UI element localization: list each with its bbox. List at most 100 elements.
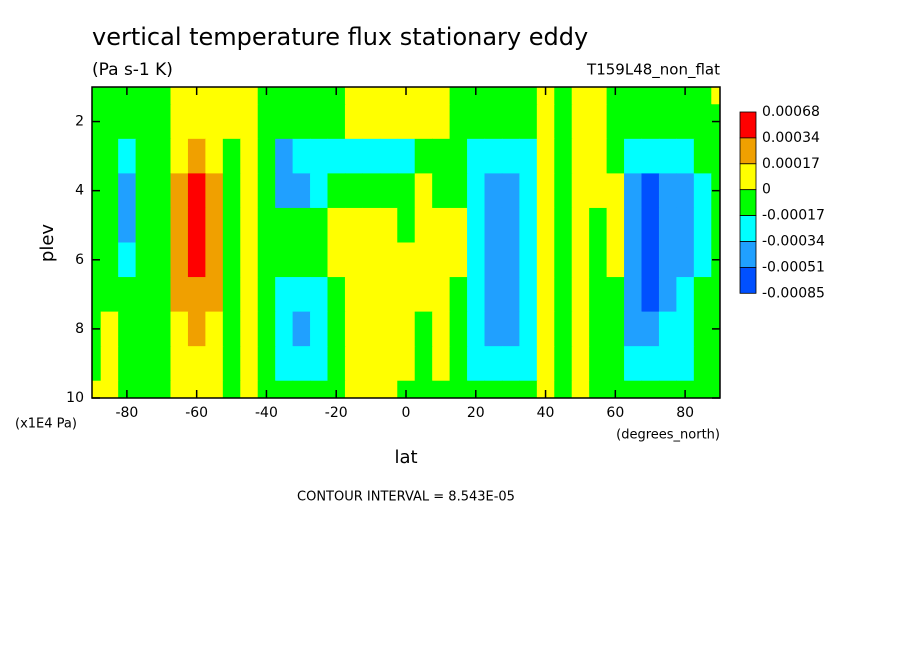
field-cell — [92, 207, 102, 244]
x-tick-label: 80 — [676, 405, 694, 421]
field-cell — [153, 173, 172, 209]
field-cell — [676, 346, 695, 382]
field-cell — [449, 380, 468, 398]
field-cell — [257, 311, 276, 347]
field-cell — [467, 104, 486, 140]
field-cell — [100, 87, 119, 105]
x-tick-label: -20 — [325, 405, 348, 421]
field-cell — [379, 138, 398, 174]
field-cell — [310, 104, 329, 140]
field-cell — [379, 104, 398, 140]
field-cell — [292, 138, 311, 174]
field-cell — [676, 87, 695, 105]
field-cell — [222, 87, 241, 105]
field-cell — [484, 138, 503, 174]
x-tick-label: -40 — [255, 405, 278, 421]
field-cell — [187, 242, 206, 278]
field-cell — [571, 138, 590, 174]
field-cell — [519, 173, 538, 209]
contour-note: CONTOUR INTERVAL = 8.543E-05 — [297, 490, 515, 505]
field-cell — [554, 380, 573, 398]
field-cell — [536, 380, 555, 398]
field-cell — [589, 104, 608, 140]
field-cell — [571, 277, 590, 313]
field-cell — [536, 207, 555, 244]
field-cell — [275, 311, 294, 347]
field-cell — [484, 277, 503, 313]
field-cell — [92, 346, 102, 382]
field-cell — [501, 104, 520, 140]
field-cell — [240, 277, 259, 313]
field-cell — [589, 207, 608, 244]
field-cell — [432, 207, 451, 244]
field-cell — [676, 173, 695, 209]
field-cell — [414, 277, 433, 313]
y-tick-label: 6 — [75, 252, 84, 268]
field-cell — [624, 277, 643, 313]
field-cell — [153, 104, 172, 140]
field-cell — [362, 242, 381, 278]
field-cell — [257, 277, 276, 313]
field-cell — [641, 242, 660, 278]
field-cell — [501, 207, 520, 244]
field-cell — [467, 346, 486, 382]
field-cell — [432, 380, 451, 398]
colorbar-label: -0.00017 — [762, 208, 825, 224]
colorbar-swatch — [739, 163, 757, 191]
field-cell — [135, 173, 154, 209]
colorbar-label: -0.00051 — [762, 259, 825, 275]
field-cell — [362, 173, 381, 209]
field-cell — [327, 173, 346, 209]
field-cell — [170, 380, 189, 398]
field-cell — [624, 346, 643, 382]
colorbar-label: 0 — [762, 182, 771, 198]
field-cell — [222, 242, 241, 278]
field-cell — [240, 87, 259, 105]
field-cell — [205, 277, 224, 313]
field-cell — [187, 277, 206, 313]
field-cell — [222, 104, 241, 140]
field-cell — [292, 242, 311, 278]
field-cell — [153, 87, 172, 105]
field-cell — [379, 173, 398, 209]
field-cell — [536, 138, 555, 174]
field-cell — [170, 207, 189, 244]
field-cell — [379, 87, 398, 105]
field-cell — [519, 104, 538, 140]
field-cell — [641, 87, 660, 105]
colorbar-swatch — [739, 111, 757, 139]
field-cell — [624, 173, 643, 209]
colorbar-swatch — [739, 241, 757, 268]
field-cell — [310, 173, 329, 209]
field-cell — [641, 277, 660, 313]
field-cell — [693, 87, 712, 105]
field-cell — [292, 207, 311, 244]
colorbar-swatch — [739, 266, 757, 294]
field-cell — [658, 173, 677, 209]
colorbar-label: 0.00068 — [762, 104, 820, 120]
field-cell — [170, 242, 189, 278]
field-cell — [467, 311, 486, 347]
field-cell — [222, 277, 241, 313]
field-cell — [187, 311, 206, 347]
field-cell — [379, 277, 398, 313]
field-cell — [153, 380, 172, 398]
field-cell — [240, 311, 259, 347]
field-cell — [344, 277, 363, 313]
field-cell — [153, 277, 172, 313]
field-cell — [693, 311, 712, 347]
field-cell — [187, 207, 206, 244]
field-cell — [362, 104, 381, 140]
field-cell — [449, 311, 468, 347]
field-cell — [327, 138, 346, 174]
field-cell — [222, 173, 241, 209]
field-cell — [240, 380, 259, 398]
y-tick-label: 2 — [75, 114, 84, 130]
x-tick-label: 0 — [402, 405, 411, 421]
field-cell — [292, 346, 311, 382]
field-cell — [257, 173, 276, 209]
field-cell — [135, 207, 154, 244]
field-cell — [92, 380, 102, 398]
field-cell — [519, 138, 538, 174]
field-cell — [711, 87, 720, 105]
